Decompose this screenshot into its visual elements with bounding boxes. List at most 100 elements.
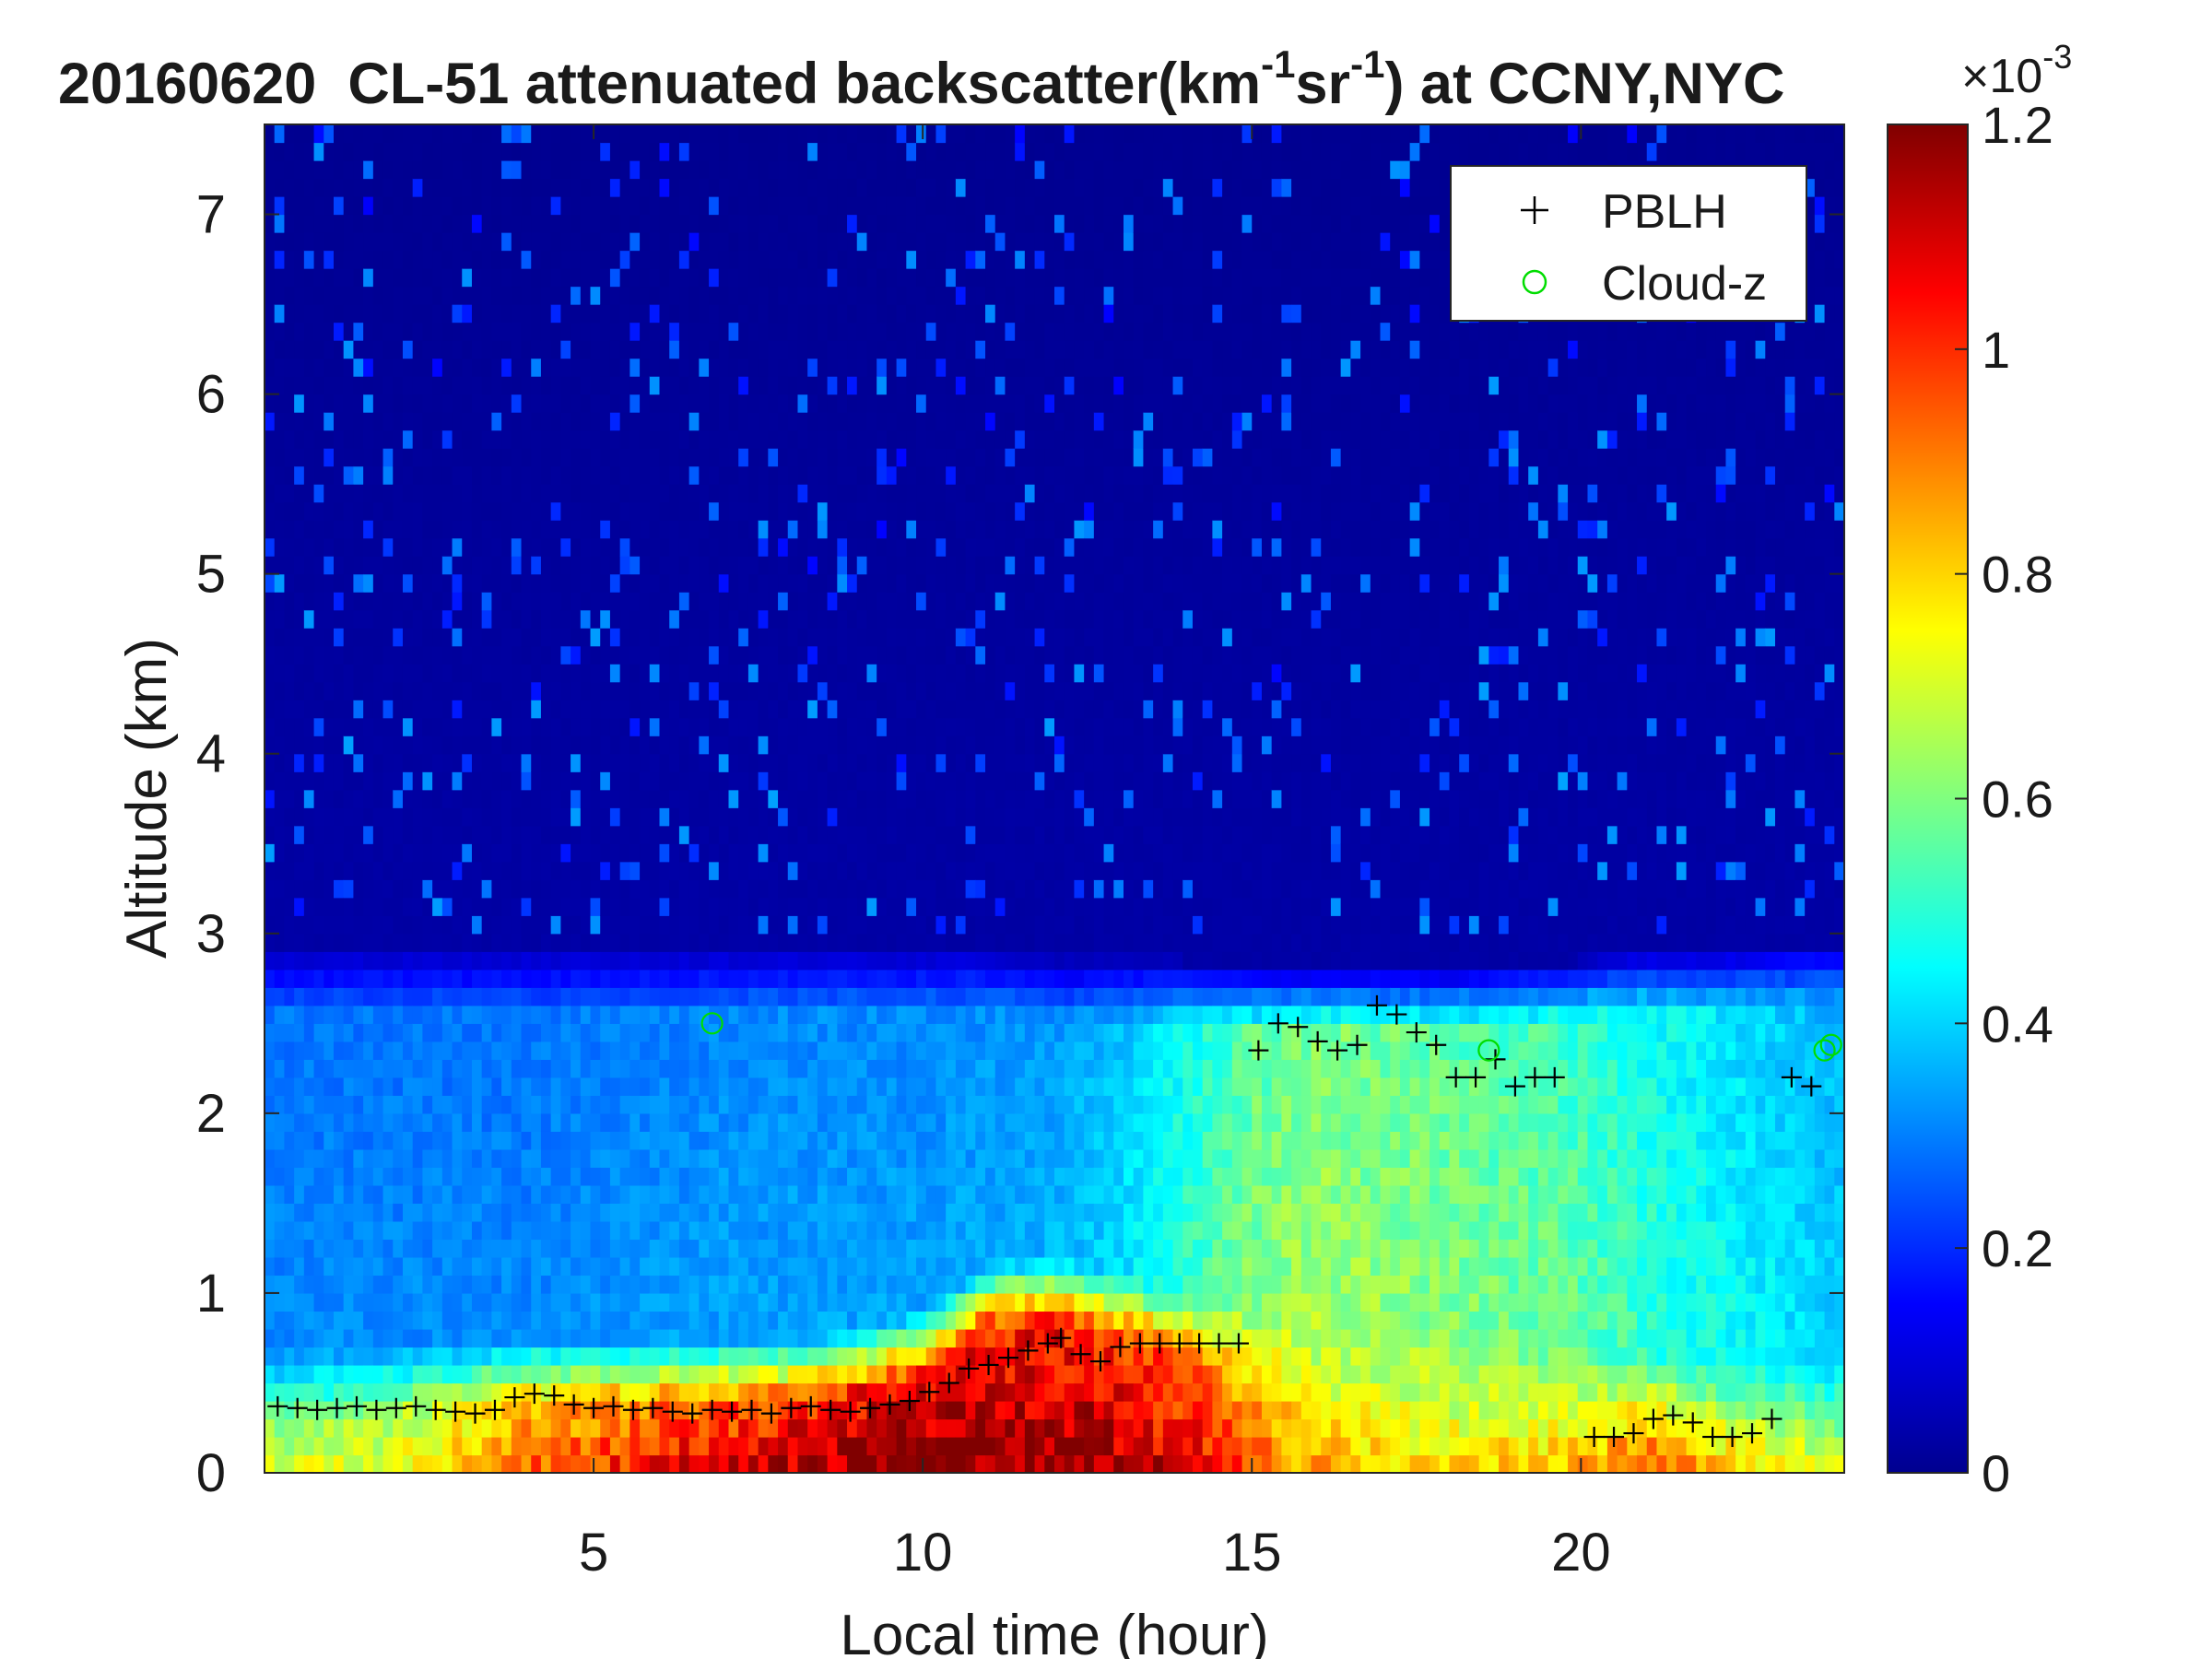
heatmap-cell — [817, 1328, 829, 1348]
heatmap-cell — [787, 250, 799, 269]
heatmap-cell — [393, 1436, 404, 1456]
heatmap-cell — [481, 628, 492, 647]
heatmap-cell — [422, 484, 433, 503]
heatmap-cell — [600, 376, 611, 395]
heatmap-cell — [274, 717, 286, 736]
heatmap-cell — [452, 340, 463, 359]
heatmap-cell — [866, 1112, 877, 1132]
heatmap-cell — [590, 1454, 601, 1473]
heatmap-cell — [886, 160, 898, 180]
title-exp1: -1 — [1261, 42, 1295, 86]
heatmap-cell — [590, 358, 601, 377]
heatmap-cell — [462, 1454, 473, 1473]
heatmap-cell — [699, 969, 710, 988]
heatmap-cell — [906, 394, 917, 413]
heatmap-cell — [747, 789, 759, 808]
heatmap-cell — [837, 843, 848, 863]
heatmap-cell — [817, 196, 829, 216]
heatmap-cell — [699, 1167, 710, 1186]
heatmap-cell — [758, 1131, 769, 1150]
heatmap-cell — [609, 1256, 621, 1277]
heatmap-cell — [649, 465, 661, 485]
heatmap-cell — [382, 1077, 394, 1096]
heatmap-cell — [590, 915, 601, 935]
heatmap-cell — [758, 484, 769, 503]
heatmap-cell — [787, 322, 799, 341]
heatmap-cell — [866, 915, 877, 935]
heatmap-cell — [718, 1220, 730, 1241]
heatmap-cell — [511, 1239, 523, 1258]
heatmap-cell — [678, 1239, 690, 1258]
heatmap-cell — [382, 1347, 394, 1366]
heatmap-cell — [629, 501, 641, 521]
heatmap-cell — [709, 1167, 720, 1186]
heatmap-cell — [787, 861, 799, 880]
heatmap-cell — [877, 628, 888, 647]
heatmap-cell — [412, 664, 423, 683]
heatmap-cell — [896, 628, 907, 647]
heatmap-cell — [619, 1131, 630, 1150]
heatmap-cell — [590, 178, 601, 197]
heatmap-cell — [856, 124, 868, 144]
heatmap-cell — [521, 160, 532, 180]
heatmap-cell — [669, 987, 680, 1006]
heatmap-cell — [471, 340, 483, 359]
heatmap-cell — [590, 1203, 601, 1222]
heatmap-cell — [363, 1292, 374, 1312]
heatmap-cell — [491, 753, 502, 772]
heatmap-cell — [452, 1220, 463, 1241]
heatmap-cell — [778, 376, 789, 395]
heatmap-cell — [393, 1347, 404, 1366]
heatmap-cell — [629, 789, 641, 808]
heatmap-cell — [659, 645, 670, 665]
heatmap-cell — [274, 843, 286, 863]
heatmap-cell — [728, 1131, 739, 1150]
heatmap-cell — [590, 1131, 601, 1150]
heatmap-cell — [521, 735, 532, 755]
heatmap-cell — [471, 268, 483, 288]
heatmap-cell — [333, 1364, 345, 1384]
heatmap-cell — [699, 771, 710, 791]
heatmap-cell — [511, 1436, 523, 1456]
heatmap-cell — [619, 178, 630, 197]
heatmap-cell — [619, 1436, 630, 1456]
heatmap-cell — [452, 1203, 463, 1222]
heatmap-cell — [768, 771, 779, 791]
heatmap-cell — [787, 664, 799, 683]
heatmap-cell — [688, 178, 700, 197]
heatmap-cell — [619, 1112, 630, 1132]
heatmap-cell — [521, 1454, 532, 1473]
heatmap-cell — [412, 951, 423, 971]
heatmap-cell — [382, 394, 394, 413]
heatmap-cell — [738, 735, 749, 755]
heatmap-cell — [718, 250, 730, 269]
heatmap-cell — [877, 394, 888, 413]
heatmap-cell — [866, 358, 877, 377]
heatmap-cell — [747, 843, 759, 863]
heatmap-cell — [550, 1077, 561, 1096]
heatmap-cell — [372, 753, 384, 772]
heatmap-cell — [580, 628, 592, 647]
heatmap-cell — [837, 969, 848, 988]
heatmap-cell — [531, 1095, 542, 1114]
heatmap-cell — [422, 214, 433, 233]
heatmap-cell — [877, 897, 888, 916]
heatmap-cell — [768, 322, 779, 341]
heatmap-cell — [531, 645, 542, 665]
heatmap-cell — [758, 628, 769, 647]
heatmap-cell — [640, 340, 651, 359]
heatmap-cell — [600, 1400, 611, 1420]
heatmap-cell — [412, 340, 423, 359]
heatmap-cell — [807, 465, 818, 485]
heatmap-cell — [560, 1220, 571, 1241]
heatmap-cell — [787, 556, 799, 575]
heatmap-cell — [699, 664, 710, 683]
heatmap-cell — [324, 879, 335, 899]
heatmap-cell — [284, 1059, 295, 1078]
heatmap-cell — [412, 1023, 423, 1042]
heatmap-cell — [481, 1112, 492, 1132]
heatmap-cell — [432, 1311, 443, 1330]
heatmap-cell — [471, 1059, 483, 1078]
heatmap-cell — [560, 250, 571, 269]
heatmap-cell — [747, 232, 759, 252]
